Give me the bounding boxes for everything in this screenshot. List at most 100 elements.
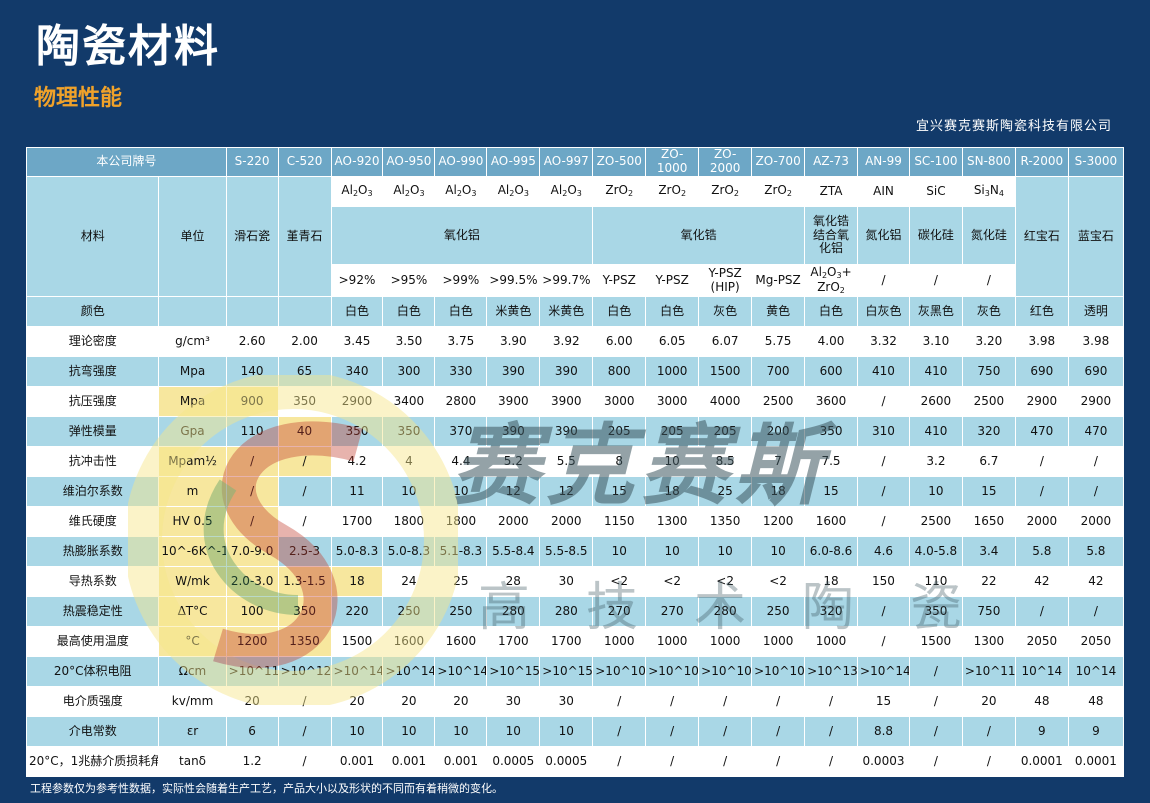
value-cell: /: [908, 656, 963, 687]
material-sic: 碳化硅: [908, 206, 963, 265]
material-zirconia: 氧化锆: [592, 206, 806, 265]
value-cell: 30: [486, 686, 541, 717]
value-cell: 4: [382, 446, 436, 477]
value-cell: 3.20: [961, 326, 1016, 357]
value-cell: 5.2: [486, 446, 541, 477]
value-cell: 1200: [751, 506, 806, 537]
property-name: 20°C，1兆赫介质损耗角: [25, 746, 160, 777]
value-cell: 2000: [1067, 506, 1125, 537]
value-cell: /: [804, 686, 859, 717]
value-cell: 2900: [1067, 386, 1125, 417]
formula-row: 材料 单位 滑石瓷 堇青石 Al2O3 Al2O3 Al2O3 Al2O3 Al…: [25, 176, 1125, 297]
value-cell: >10^10: [645, 656, 700, 687]
property-row: 介电常数 εr 6/10 10 10 10 10// / //8.8//9 9: [25, 716, 1125, 747]
value-cell: 15: [961, 476, 1016, 507]
value-cell: 0.001: [434, 746, 488, 777]
material-talc: 滑石瓷: [225, 176, 279, 297]
value-cell: 18: [751, 476, 806, 507]
value-cell: /: [698, 716, 753, 747]
value-cell: 900: [225, 386, 279, 417]
value-cell: 2500: [961, 386, 1016, 417]
value-cell: 0.0001: [1067, 746, 1125, 777]
value-cell: /: [961, 746, 1016, 777]
value-cell: 150: [857, 566, 910, 597]
value-cell: 320: [961, 416, 1016, 447]
grade-header-row: 本公司牌号 S-220 C-520 AO-920 AO-950 AO-990 A…: [26, 147, 1125, 177]
value-cell: 320: [804, 596, 859, 627]
grade-cell: AZ-73: [804, 147, 859, 177]
value-cell: 40: [277, 416, 332, 447]
value-cell: 红色: [1014, 296, 1069, 327]
value-cell: 10: [539, 716, 594, 747]
grade-cell: R-2000: [1014, 147, 1069, 177]
property-unit: kv/mm: [158, 686, 227, 717]
purity-cell: /: [857, 264, 910, 297]
value-cell: 灰黑色: [908, 296, 963, 327]
value-cell: 3.2: [908, 446, 963, 477]
property-row: 理论密度 g/cm³ 2.60 2.00 3.45 3.50 3.75 3.90 3.92 6.0…: [25, 326, 1125, 357]
value-cell: 9: [1014, 716, 1069, 747]
value-cell: >10^10: [751, 656, 806, 687]
material-ain: 氮化铝: [857, 206, 910, 265]
value-cell: 3.45: [330, 326, 384, 357]
formula-cell: SiC: [908, 176, 963, 207]
value-cell: 10: [698, 536, 753, 567]
value-cell: 0.001: [382, 746, 436, 777]
value-cell: 20: [330, 686, 384, 717]
value-cell: >10^13: [804, 656, 859, 687]
value-cell: /: [751, 686, 806, 717]
value-cell: 2800: [434, 386, 488, 417]
value-cell: 7: [751, 446, 806, 477]
value-cell: 10: [486, 716, 541, 747]
property-row: 抗弯强度 Mpa 140 65 340 300 330 390 390 800 1000 1500 70…: [25, 356, 1125, 387]
value-cell: 25: [434, 566, 488, 597]
value-cell: 6.7: [961, 446, 1016, 477]
value-cell: 0.0005: [539, 746, 594, 777]
value-cell: 2.60: [225, 326, 279, 357]
material-name-row: 氧化铝 氧化锆 氧化锆结合氧化铝 氮化铝 碳化硅 氮化硅: [27, 206, 1124, 265]
property-unit: Gpa: [158, 416, 227, 447]
property-unit: Mpa: [158, 356, 227, 387]
value-cell: 5.1-8.3: [434, 536, 488, 567]
value-cell: >10^14: [330, 656, 384, 687]
value-cell: 5.5-8.5: [539, 536, 594, 567]
value-cell: >10^15: [539, 656, 594, 687]
value-cell: /: [645, 746, 700, 777]
value-cell: 3900: [486, 386, 541, 417]
formula-cell: Al2O3: [434, 176, 488, 207]
value-cell: 0.0005: [486, 746, 541, 777]
purity-cell: Al2O3+ ZrO2: [804, 264, 859, 297]
value-cell: 280: [698, 596, 753, 627]
properties-table: 本公司牌号 S-220 C-520 AO-920 AO-950 AO-990 A…: [25, 147, 1125, 777]
value-cell: 340: [330, 356, 384, 387]
value-cell: 15: [857, 686, 910, 717]
formula-cell: ZrO2: [592, 176, 647, 207]
value-cell: 280: [486, 596, 541, 627]
value-cell: 20: [961, 686, 1016, 717]
value-cell: 10: [645, 446, 700, 477]
value-cell: 18: [330, 566, 384, 597]
value-cell: >10^11: [961, 656, 1016, 687]
grade-cell: AO-950: [382, 147, 436, 177]
purity-cell: /: [908, 264, 963, 297]
value-cell: 700: [751, 356, 806, 387]
property-row: 弹性模量 Gpa 110 40 350 350 370 390 390 205 205 205 200 3…: [25, 416, 1125, 447]
property-row: 抗压强度 Mpa 900 350 2900 3400 2800 3900 3900 3000 300…: [25, 386, 1125, 417]
material-alumina: 氧化铝: [330, 206, 594, 265]
value-cell: 110: [908, 566, 963, 597]
value-cell: 10: [645, 536, 700, 567]
value-cell: 1350: [277, 626, 332, 657]
value-cell: 10: [592, 536, 647, 567]
value-cell: <2: [592, 566, 647, 597]
value-cell: /: [857, 596, 910, 627]
property-unit: tanδ: [158, 746, 227, 777]
property-row: 颜色 白色 白色 白色 米黄色 米黄色 白色 白色 灰色 黄色 白色 白灰色 灰黑色 灰色 红色 透明: [25, 296, 1125, 327]
value-cell: 4.4: [434, 446, 488, 477]
property-unit: 10^-6K^-1: [158, 536, 227, 567]
value-cell: /: [592, 746, 647, 777]
value-cell: 6.07: [698, 326, 753, 357]
value-cell: /: [277, 446, 332, 477]
value-cell: 白色: [804, 296, 859, 327]
property-unit: εr: [158, 716, 227, 747]
value-cell: 1700: [486, 626, 541, 657]
